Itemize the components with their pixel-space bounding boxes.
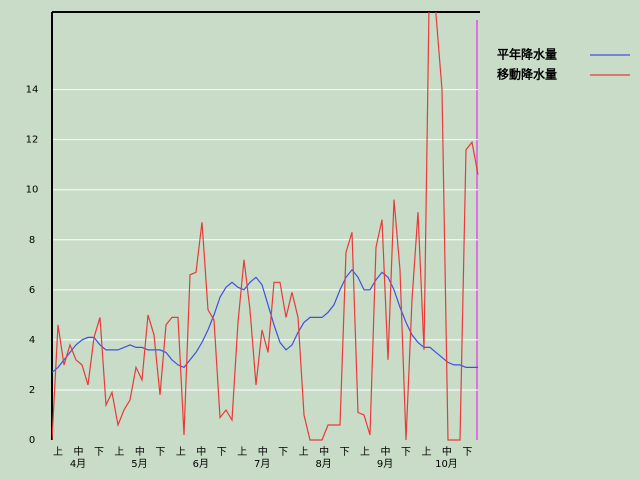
- x-tick-label: 上: [176, 446, 186, 458]
- x-tick-label: 上: [421, 446, 431, 458]
- y-tick-label: 4: [29, 335, 35, 346]
- x-tick-label: 下: [462, 447, 472, 458]
- x-tick-label: 下: [340, 447, 350, 458]
- legend-label: 移動降水量: [497, 67, 557, 82]
- x-tick-label: 下: [278, 447, 288, 458]
- month-label: 7月: [254, 458, 270, 470]
- x-tick-label: 中: [442, 445, 452, 458]
- month-label: 8月: [315, 458, 331, 470]
- y-tick-label: 12: [26, 135, 39, 146]
- month-label: 5月: [131, 458, 147, 470]
- y-tick-label: 14: [26, 85, 39, 96]
- x-tick-label: 上: [299, 446, 309, 458]
- month-label: 6月: [193, 458, 209, 470]
- x-tick-label: 上: [360, 446, 370, 458]
- x-tick-label: 下: [155, 447, 165, 458]
- y-tick-label: 8: [29, 235, 35, 246]
- x-tick-label: 中: [319, 445, 329, 458]
- y-tick-label: 6: [29, 285, 35, 296]
- y-tick-label: 2: [29, 385, 35, 396]
- x-tick-label: 上: [114, 446, 124, 458]
- y-tick-label: 0: [29, 435, 35, 446]
- month-label: 10月: [435, 458, 458, 470]
- month-label: 9月: [377, 458, 393, 470]
- plot-area: [52, 12, 479, 441]
- x-tick-label: 中: [258, 445, 268, 458]
- y-tick-label: 10: [26, 185, 39, 196]
- month-label: 4月: [70, 458, 86, 470]
- x-tick-label: 中: [73, 445, 83, 458]
- x-tick-label: 上: [53, 446, 63, 458]
- x-tick-label: 下: [94, 447, 104, 458]
- legend-label: 平年降水量: [497, 47, 557, 62]
- x-tick-label: 中: [381, 445, 391, 458]
- series-line: [52, 12, 479, 441]
- x-tick-label: 下: [401, 447, 411, 458]
- series-line: [52, 268, 478, 373]
- x-tick-label: 上: [237, 446, 247, 458]
- x-tick-label: 中: [135, 445, 145, 458]
- x-tick-label: 中: [196, 445, 206, 458]
- x-tick-label: 下: [217, 447, 227, 458]
